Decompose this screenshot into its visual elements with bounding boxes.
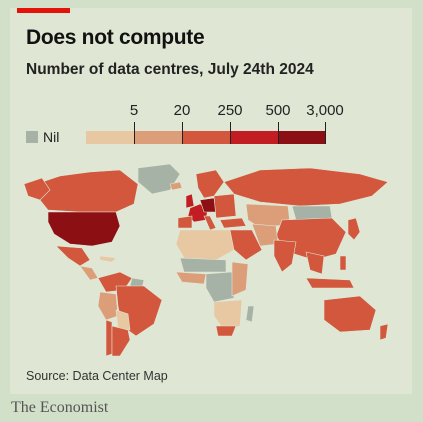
chart-subtitle: Number of data centres, July 24th 2024: [26, 61, 314, 78]
region-iberia: [177, 215, 193, 229]
region-alaska: [23, 177, 51, 201]
region-usa: [47, 211, 121, 247]
region-new-zealand: [379, 323, 389, 341]
region-scandinavia: [195, 169, 225, 199]
region-sahel: [179, 257, 227, 273]
region-southeast-asia: [305, 251, 325, 275]
legend-bin-4: [230, 131, 278, 144]
region-australia: [323, 295, 377, 333]
region-eastern-europe: [213, 193, 237, 219]
legend-tick-mark: [278, 122, 279, 144]
legend-tick-label: 250: [217, 102, 243, 119]
legend-tick-mark: [182, 122, 183, 144]
region-chile: [105, 319, 113, 357]
region-iceland: [169, 181, 183, 191]
region-philippines: [339, 255, 347, 271]
accent-bar: [17, 8, 70, 13]
region-east-africa: [231, 261, 249, 297]
legend-tick-mark: [134, 122, 135, 144]
region-madagascar: [245, 305, 255, 323]
region-india: [273, 239, 297, 273]
region-indonesia: [305, 277, 355, 289]
legend-tick-mark: [230, 122, 231, 144]
legend-bin-1: [86, 131, 134, 144]
region-central-africa: [205, 271, 235, 303]
chart-title: Does not compute: [26, 26, 205, 49]
legend-nil-swatch: [26, 131, 38, 143]
world-choropleth-map: [23, 163, 389, 357]
region-west-africa: [175, 271, 207, 285]
legend-tick-label: 3,000: [306, 102, 344, 119]
region-russia: [223, 167, 389, 207]
region-peru: [97, 291, 119, 321]
region-mexico: [55, 245, 91, 267]
region-bolivia: [115, 309, 131, 331]
legend-scale: 5 20 250 500 3,000: [86, 102, 344, 144]
legend-nil-label: Nil: [43, 129, 60, 145]
legend-bin-3: [182, 131, 230, 144]
publisher-logo: The Economist: [11, 399, 109, 416]
region-argentina: [111, 325, 131, 357]
region-uk: [185, 193, 195, 209]
region-southern-africa: [213, 299, 243, 331]
region-canada: [29, 169, 139, 213]
legend-bin-2: [134, 131, 182, 144]
region-north-africa: [175, 229, 235, 261]
legend-tick-label: 5: [129, 102, 139, 119]
region-mongolia: [291, 205, 333, 221]
legend-tick-mark: [325, 122, 326, 144]
legend-tick-label: 20: [173, 102, 191, 119]
region-central-america: [79, 265, 99, 281]
region-italy: [203, 215, 217, 231]
legend-tick-label: 500: [265, 102, 291, 119]
region-caribbean: [99, 255, 117, 263]
region-greenland: [137, 163, 181, 195]
region-turkey: [219, 217, 247, 229]
region-south-africa: [215, 325, 237, 337]
legend-bin-5: [278, 131, 326, 144]
source-note: Source: Data Center Map: [26, 369, 168, 383]
region-japan: [347, 217, 361, 241]
